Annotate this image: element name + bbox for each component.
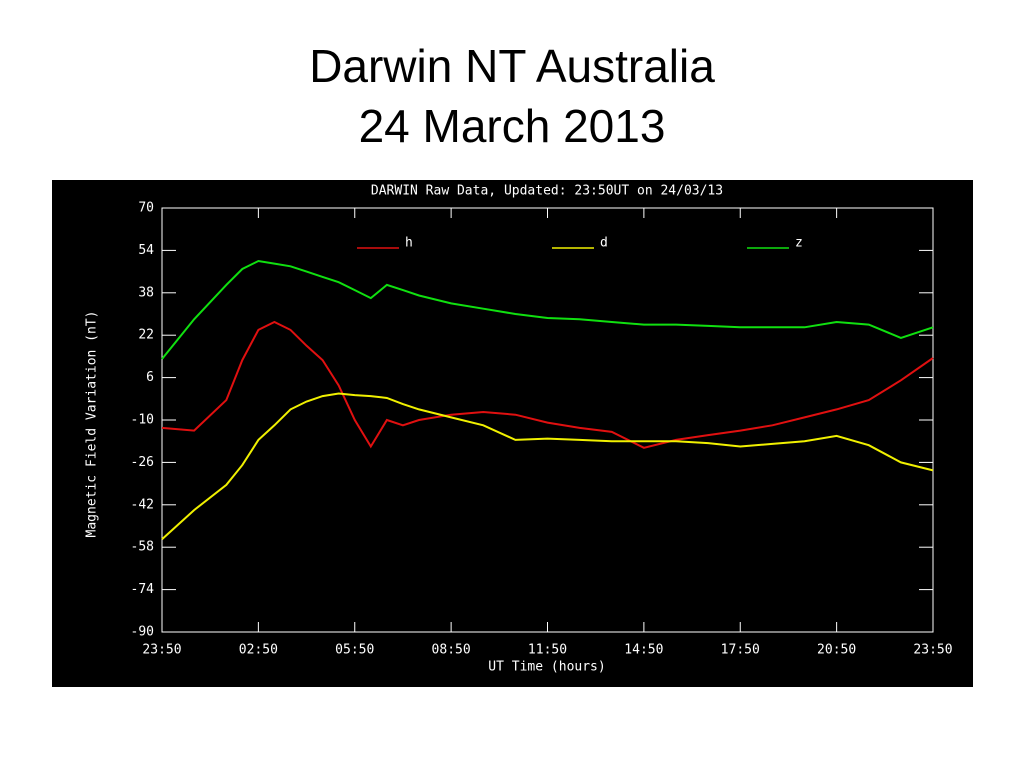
- legend-label: d: [600, 236, 608, 251]
- series-line: [161, 320, 934, 449]
- y-tick-label: 70: [138, 201, 154, 216]
- x-tick-label: 20:50: [817, 643, 856, 658]
- chart-background: [52, 180, 973, 687]
- y-tick-label: -42: [131, 497, 154, 512]
- y-tick-label: 22: [138, 328, 154, 343]
- x-axis-label: UT Time (hours): [488, 660, 605, 675]
- chart: DARWIN Raw Data, Updated: 23:50UT on 24/…: [52, 180, 973, 687]
- y-tick-label: 38: [138, 285, 154, 300]
- x-tick-label: 02:50: [239, 643, 278, 658]
- series-line: [161, 392, 934, 541]
- y-tick-label: 6: [146, 370, 154, 385]
- legend-label: h: [405, 236, 413, 251]
- y-tick-label: -90: [131, 625, 154, 640]
- x-tick-label: 23:50: [913, 643, 952, 658]
- y-tick-label: -26: [131, 455, 154, 470]
- x-tick-label: 11:50: [528, 643, 567, 658]
- y-axis-label: Magnetic Field Variation (nT): [85, 311, 100, 538]
- x-tick-label: 17:50: [721, 643, 760, 658]
- title-line: 24 March 2013: [358, 100, 666, 152]
- slide-title: Darwin NT Australia 24 March 2013: [0, 36, 1024, 156]
- x-tick-label: 05:50: [335, 643, 374, 658]
- y-tick-label: -58: [131, 540, 154, 555]
- chart-title: DARWIN Raw Data, Updated: 23:50UT on 24/…: [371, 184, 723, 199]
- y-tick-label: 54: [138, 243, 154, 258]
- series-line: [161, 259, 934, 360]
- y-tick-label: -10: [131, 413, 154, 428]
- title-line: Darwin NT Australia: [309, 40, 715, 92]
- x-tick-label: 14:50: [624, 643, 663, 658]
- legend-label: z: [795, 236, 803, 251]
- x-tick-label: 08:50: [432, 643, 471, 658]
- x-tick-label: 23:50: [142, 643, 181, 658]
- y-tick-label: -74: [131, 582, 155, 597]
